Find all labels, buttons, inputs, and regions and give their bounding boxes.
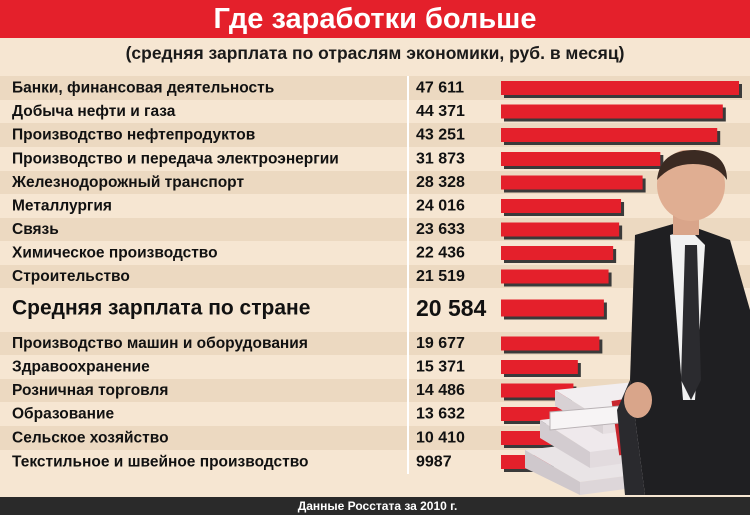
category-label: Металлургия [12, 198, 112, 215]
value-label: 28 328 [416, 174, 465, 191]
value-label: 44 371 [416, 103, 465, 120]
average-salary-value: 20 584 [416, 295, 487, 321]
category-label: Здравоохранение [12, 359, 150, 376]
bar [501, 104, 723, 119]
businessman-with-money-illustration [525, 150, 750, 495]
value-label: 19 677 [416, 335, 465, 352]
category-label: Строительство [12, 268, 130, 285]
bar [501, 199, 622, 213]
value-label: 15 371 [416, 359, 465, 376]
category-label: Банки, финансовая деятельность [12, 80, 274, 97]
category-label: Производство и передача электроэнергии [12, 151, 339, 168]
category-label: Химическое производство [12, 245, 218, 262]
footer-band [0, 497, 750, 515]
source-note: Данные Росстата за 2010 г. [297, 499, 458, 513]
value-label: 14 486 [416, 382, 465, 399]
category-label: Розничная торговля [12, 382, 168, 399]
average-salary-label: Средняя зарплата по стране [12, 297, 310, 320]
bar [501, 128, 718, 142]
chart-subtitle: (средняя зарплата по отраслям экономики,… [125, 43, 625, 63]
value-label: 24 016 [416, 198, 465, 215]
bar [501, 246, 614, 260]
value-label: 9987 [416, 454, 452, 471]
bar [501, 222, 620, 237]
bar [501, 269, 609, 284]
bar [501, 152, 661, 166]
title-band [0, 0, 750, 38]
category-label: Железнодорожный транспорт [11, 174, 244, 191]
bar [501, 299, 604, 317]
value-label: 10 410 [416, 430, 465, 447]
bar [501, 360, 578, 374]
value-label: 23 633 [416, 221, 465, 238]
bar [501, 336, 600, 351]
category-label: Добыча нефти и газа [12, 103, 176, 120]
bar [501, 175, 643, 190]
value-label: 21 519 [416, 268, 465, 285]
value-label: 31 873 [416, 151, 465, 168]
bar [501, 81, 739, 95]
businessman-figure [617, 150, 750, 495]
category-label: Производство нефтепродуктов [12, 127, 255, 144]
category-label: Текстильное и швейное производство [12, 454, 308, 471]
category-label: Производство машин и оборудования [12, 335, 308, 352]
value-label: 47 611 [416, 80, 464, 97]
chart-title: Где заработки больше [213, 3, 537, 35]
category-label: Образование [12, 406, 115, 423]
category-label: Связь [12, 221, 59, 238]
value-label: 22 436 [416, 245, 465, 262]
category-label: Сельское хозяйство [12, 430, 169, 447]
value-label: 43 251 [416, 127, 465, 144]
value-label: 13 632 [416, 406, 465, 423]
